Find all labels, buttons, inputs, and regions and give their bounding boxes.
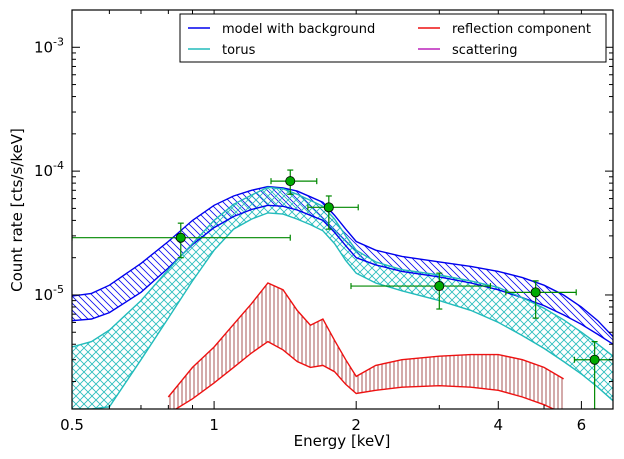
legend-entry: scattering <box>418 43 518 58</box>
legend: model with background reflection componen… <box>179 13 607 63</box>
y-tick-label: 10-3 <box>34 35 64 56</box>
x-tick-label: 4 <box>494 416 504 434</box>
model-with-background-band <box>72 186 613 345</box>
data-point <box>72 222 291 259</box>
data-point <box>350 272 492 310</box>
tick-layer: 0.5 1 2 4 6 10-5 10-4 10-3 <box>34 9 614 434</box>
reflection-component-lower-line <box>174 340 556 409</box>
data-point-marker <box>175 232 186 243</box>
torus-lower-line <box>72 212 613 409</box>
legend-label: reflection component <box>452 22 591 37</box>
data-point-marker <box>323 202 334 213</box>
x-tick-label: 0.5 <box>60 416 84 434</box>
data-point <box>307 195 359 230</box>
data-point-marker <box>434 281 445 292</box>
legend-label: scattering <box>452 43 518 58</box>
reflection-component-upper-line <box>167 282 564 398</box>
data-point <box>270 169 318 195</box>
x-tick-label: 6 <box>577 416 587 434</box>
x-tick-label: 2 <box>351 416 361 434</box>
data-point-layer <box>72 169 613 409</box>
y-tick-label: 10-4 <box>34 159 64 180</box>
data-point <box>505 280 577 319</box>
data-point-marker <box>589 354 600 365</box>
x-tick-label: 1 <box>209 416 219 434</box>
data-point <box>573 341 613 409</box>
data-point-marker <box>530 287 541 298</box>
legend-box <box>179 13 607 63</box>
legend-entry: torus <box>188 43 256 58</box>
y-tick-label: 10-5 <box>34 283 64 304</box>
plot-frame <box>71 9 614 410</box>
torus-band <box>72 187 613 409</box>
data-point-marker <box>285 176 296 187</box>
band-layer <box>72 186 613 409</box>
legend-label: torus <box>222 43 256 58</box>
y-axis-label: Count rate [cts/s/keV] <box>8 128 26 292</box>
legend-entry: reflection component <box>418 22 591 37</box>
legend-label: model with background <box>222 22 375 37</box>
x-axis-label: Energy [keV] <box>294 432 391 450</box>
reflection-component-band <box>168 283 564 409</box>
legend-entry: model with background <box>188 22 375 37</box>
